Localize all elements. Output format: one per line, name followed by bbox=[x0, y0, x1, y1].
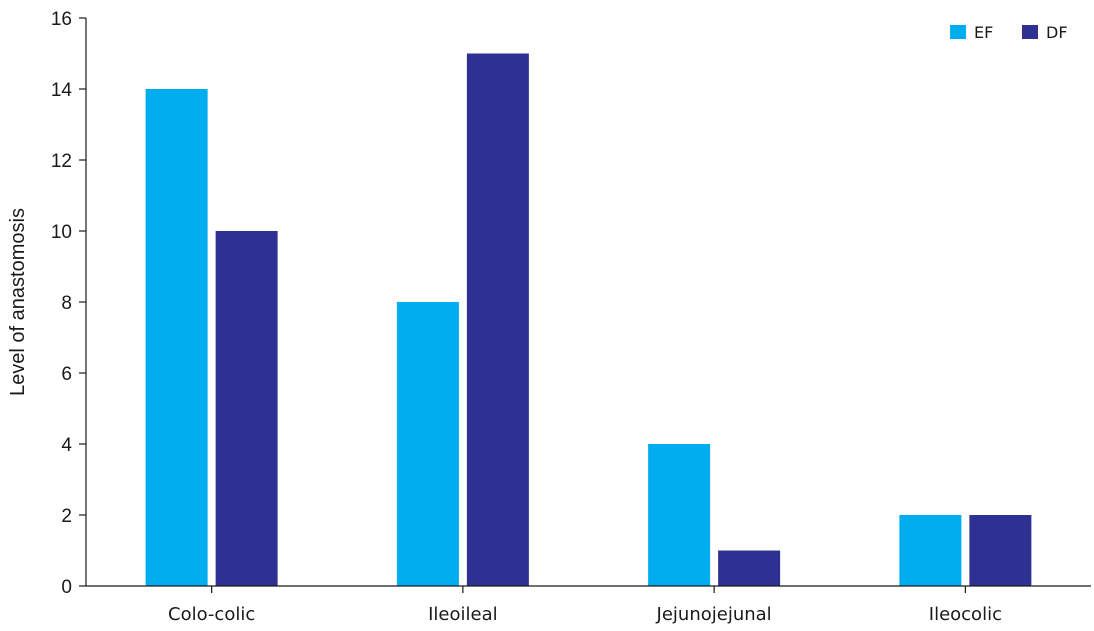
bar-df-colo-colic bbox=[215, 231, 278, 586]
bar-ef-ileoileal bbox=[396, 302, 459, 586]
bar-df-jejunojejunal bbox=[718, 550, 781, 586]
bar-ef-jejunojejunal bbox=[648, 444, 711, 586]
y-tick-label: 8 bbox=[61, 293, 72, 314]
x-tick-label: Jejunojejunal bbox=[656, 604, 772, 625]
x-tick-label: Ileocolic bbox=[929, 604, 1002, 625]
legend-swatch-df bbox=[1022, 25, 1038, 39]
bar-df-ileocolic bbox=[969, 515, 1032, 586]
y-axis-title: Level of anastomosis bbox=[7, 208, 29, 396]
bar-df-ileoileal bbox=[466, 53, 529, 586]
legend-swatch-ef bbox=[950, 25, 966, 39]
y-ticks: 0 2 4 6 8 10 12 14 16 bbox=[51, 9, 86, 598]
bars-layer bbox=[145, 53, 1032, 586]
y-tick-label: 16 bbox=[51, 9, 72, 30]
y-tick-label: 4 bbox=[61, 435, 72, 456]
legend-label-ef: EF bbox=[974, 23, 993, 42]
x-tick-label: Colo-colic bbox=[168, 604, 255, 625]
y-tick-label: 14 bbox=[51, 80, 73, 101]
y-tick-label: 0 bbox=[61, 577, 72, 598]
x-ticks: Colo-colic Ileoileal Jejunojejunal Ileocoli… bbox=[168, 586, 1002, 625]
y-tick-label: 12 bbox=[51, 151, 72, 172]
bar-ef-colo-colic bbox=[145, 89, 208, 586]
legend-label-df: DF bbox=[1046, 23, 1068, 42]
x-tick-label: Ileoileal bbox=[428, 604, 498, 625]
legend: EF DF bbox=[950, 23, 1068, 42]
y-tick-label: 6 bbox=[61, 364, 72, 385]
y-tick-label: 10 bbox=[51, 222, 72, 243]
bar-ef-ileocolic bbox=[899, 515, 962, 586]
y-tick-label: 2 bbox=[61, 506, 72, 527]
